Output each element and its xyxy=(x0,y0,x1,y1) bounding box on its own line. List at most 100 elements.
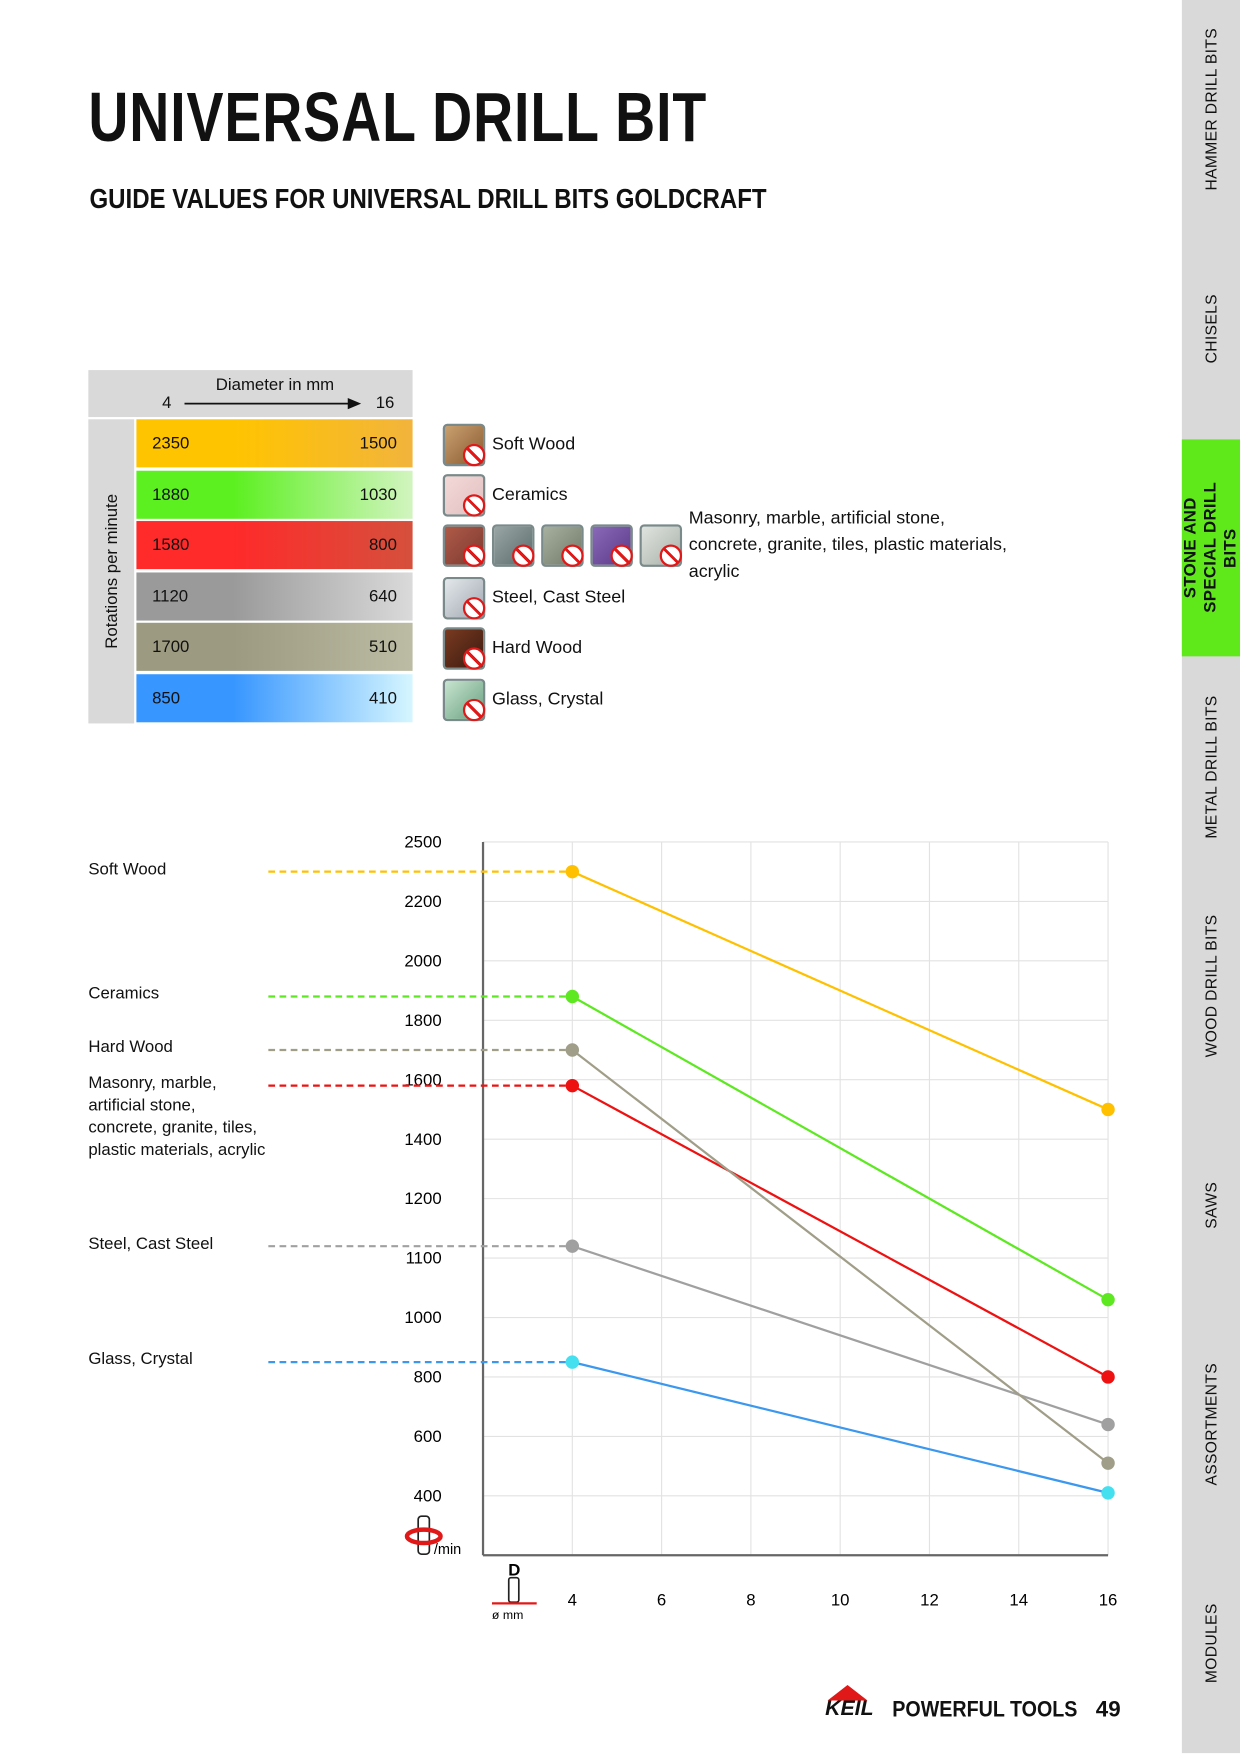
material-icon xyxy=(442,576,486,620)
y-tick-label: 1000 xyxy=(404,1308,441,1327)
series-line xyxy=(572,1361,1109,1494)
legend-item: Masonry, marble, artificial stone, concr… xyxy=(442,509,1013,581)
legend-item: Hard Wood xyxy=(442,624,583,673)
material-icon xyxy=(639,524,683,567)
cell-from: 2350 xyxy=(152,433,190,453)
series-label: Masonry, marble, artificial stone, concr… xyxy=(88,1073,266,1160)
material-icon xyxy=(442,474,486,517)
table-row: 1120 640 xyxy=(136,571,413,620)
header-title: Diameter in mm xyxy=(215,375,335,395)
cell-from: 1580 xyxy=(152,535,190,555)
cell-from: 850 xyxy=(152,688,181,708)
y-tick-label: 1400 xyxy=(404,1130,441,1149)
sidebar-tab[interactable]: METAL DRILL BITS xyxy=(1182,657,1240,876)
x-tick-label: 16 xyxy=(1099,1591,1118,1610)
tab-label: SAWS xyxy=(1201,1181,1220,1229)
point xyxy=(565,1043,580,1057)
tab-label: WOOD DRILL BITS xyxy=(1201,914,1220,1058)
sidebar-tab-active[interactable]: STONE AND SPECIAL DRILL BITS xyxy=(1180,439,1240,657)
point xyxy=(565,1355,580,1369)
series-line xyxy=(571,1084,1109,1378)
legend-item: Soft Wood xyxy=(442,420,576,469)
series-line xyxy=(571,870,1109,1111)
x-tick-label: 12 xyxy=(920,1591,939,1610)
y-tick-label: 400 xyxy=(414,1486,442,1505)
cell-to: 1030 xyxy=(359,484,397,504)
x-axis-label: ø mm xyxy=(492,1608,523,1622)
y-tick-label: 2000 xyxy=(404,951,441,970)
cell-from: 1120 xyxy=(152,586,189,606)
material-icon xyxy=(442,627,486,670)
header-arrow xyxy=(184,398,362,410)
cell-from: 1700 xyxy=(152,637,190,657)
legend-text: Soft Wood xyxy=(491,434,576,454)
x-axis-symbol: D xyxy=(508,1560,520,1579)
tab-label: METAL DRILL BITS xyxy=(1201,695,1220,839)
cell-to: 800 xyxy=(368,535,397,555)
legend-text: Hard Wood xyxy=(491,638,583,658)
table-row: 2350 1500 xyxy=(136,419,413,468)
x-tick-label: 14 xyxy=(1009,1591,1028,1610)
x-tick-label: 8 xyxy=(746,1591,755,1610)
y-tick-label: 2500 xyxy=(404,833,441,852)
header-from: 4 xyxy=(162,393,172,413)
tab-label: ASSORTMENTS xyxy=(1201,1363,1220,1486)
table-row: 1700 510 xyxy=(136,622,413,671)
series-line xyxy=(571,995,1109,1301)
series-label: Glass, Crystal xyxy=(88,1349,193,1369)
y-tick-label: 1100 xyxy=(406,1249,442,1268)
cell-to: 410 xyxy=(368,688,397,708)
logo: KEIL xyxy=(825,1697,874,1721)
material-icon xyxy=(442,524,486,567)
y-tick-label: 800 xyxy=(414,1368,442,1387)
rpm-icon xyxy=(404,1515,443,1556)
series-label: Ceramics xyxy=(88,984,160,1004)
legend-text: Steel, Cast Steel xyxy=(491,588,626,608)
tab-label: STONE AND SPECIAL DRILL BITS xyxy=(1180,482,1240,614)
y-tick-label: 1800 xyxy=(404,1011,441,1030)
sidebar-tab[interactable]: HAMMER DRILL BITS xyxy=(1182,0,1240,219)
table-row: 850 410 xyxy=(136,673,413,722)
point xyxy=(565,1239,580,1253)
point xyxy=(1101,1370,1115,1384)
sidebar-tab[interactable]: ASSORTMENTS xyxy=(1182,1315,1240,1534)
legend-item: Ceramics xyxy=(442,471,568,520)
point xyxy=(565,1078,580,1093)
row-label-cell: Rotations per minute xyxy=(88,419,135,724)
y-tick-label: 1600 xyxy=(404,1070,441,1089)
x-tick-label: 4 xyxy=(568,1591,577,1610)
sidebar-tab[interactable]: CHISELS xyxy=(1182,219,1240,438)
series-line xyxy=(571,1049,1109,1465)
material-icon xyxy=(541,524,584,567)
diameter-icon xyxy=(491,1576,537,1605)
page-subtitle: GUIDE VALUES FOR UNIVERSAL DRILL BITS GO… xyxy=(89,183,767,215)
point xyxy=(1101,1486,1115,1500)
sidebar-tab[interactable]: MODULES xyxy=(1182,1534,1240,1753)
cell-to: 1500 xyxy=(359,433,397,453)
point xyxy=(1101,1102,1115,1117)
series-label: Soft Wood xyxy=(88,859,167,879)
y-axis-label: /min xyxy=(434,1542,461,1558)
series-label: Steel, Cast Steel xyxy=(88,1233,214,1253)
point xyxy=(1101,1292,1115,1307)
legend-item: Glass, Crystal xyxy=(442,675,604,724)
sidebar-tab[interactable]: SAWS xyxy=(1182,1096,1240,1315)
cell-to: 640 xyxy=(368,586,397,606)
legend-item: Steel, Cast Steel xyxy=(442,574,626,623)
y-tick-label: 2200 xyxy=(404,892,441,911)
x-tick-label: 10 xyxy=(831,1591,850,1610)
legend-text: Ceramics xyxy=(491,485,568,505)
x-tick-label: 6 xyxy=(657,1591,666,1610)
sidebar-tab[interactable]: WOOD DRILL BITS xyxy=(1182,877,1240,1096)
series-label: Hard Wood xyxy=(88,1037,173,1057)
table-header: Diameter in mm 4 16 xyxy=(88,370,413,418)
table-row: 1880 1030 xyxy=(136,470,413,519)
y-tick-label: 600 xyxy=(414,1427,442,1446)
page-number: 49 xyxy=(1095,1697,1121,1722)
table-row: 1580 800 xyxy=(136,521,413,570)
cell-to: 510 xyxy=(368,637,397,657)
legend-text: Glass, Crystal xyxy=(491,689,604,709)
logo-roof xyxy=(827,1685,868,1701)
